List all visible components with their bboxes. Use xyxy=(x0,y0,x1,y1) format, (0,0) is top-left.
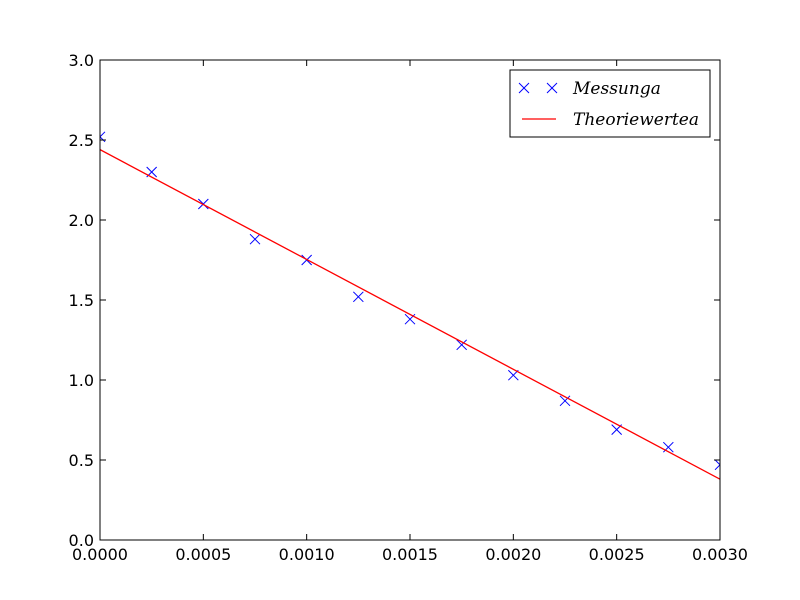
y-tick-label: 0.5 xyxy=(69,451,94,470)
x-tick-label: 0.0010 xyxy=(279,545,335,564)
data-point-marker xyxy=(249,233,261,245)
axes-frame xyxy=(99,59,721,541)
legend-marker-swatch xyxy=(518,82,530,94)
legend-marker-swatch xyxy=(546,82,558,94)
legend: Messunga Theoriewertea xyxy=(509,69,711,138)
y-tick-label: 1.0 xyxy=(69,371,94,390)
x-tick-label: 0.0000 xyxy=(72,545,128,564)
data-point-marker xyxy=(662,441,674,453)
legend-entry: Messunga xyxy=(518,79,661,99)
x-tick-label: 0.0030 xyxy=(692,545,748,564)
x-tick-label: 0.0020 xyxy=(485,545,541,564)
y-tick-label: 2.5 xyxy=(69,131,94,150)
theory-line xyxy=(100,149,720,480)
legend-label: Messunga xyxy=(572,79,661,99)
plot-area xyxy=(100,131,720,480)
data-point-marker xyxy=(714,459,720,471)
legend-box xyxy=(509,69,711,138)
x-axis: 0.0000 0.0005 0.0010 0.0015 0.0020 0.0025 0.00… xyxy=(72,60,748,564)
data-point-marker xyxy=(559,395,571,407)
data-point-marker xyxy=(456,339,468,351)
y-tick-label: 0.0 xyxy=(69,531,94,550)
x-tick-label: 0.0005 xyxy=(175,545,231,564)
x-tick-label: 0.0015 xyxy=(382,545,438,564)
data-point-marker xyxy=(507,369,519,381)
data-point-marker xyxy=(352,291,364,303)
x-tick-label: 0.0025 xyxy=(589,545,645,564)
y-tick-label: 1.5 xyxy=(69,291,94,310)
y-axis: 0.0 0.5 1.0 1.5 2.0 2.5 3.0 xyxy=(69,51,720,550)
y-tick-label: 2.0 xyxy=(69,211,94,230)
y-tick-label: 3.0 xyxy=(69,51,94,70)
legend-entry: Theoriewertea xyxy=(522,110,699,130)
legend-label: Theoriewertea xyxy=(573,110,699,130)
